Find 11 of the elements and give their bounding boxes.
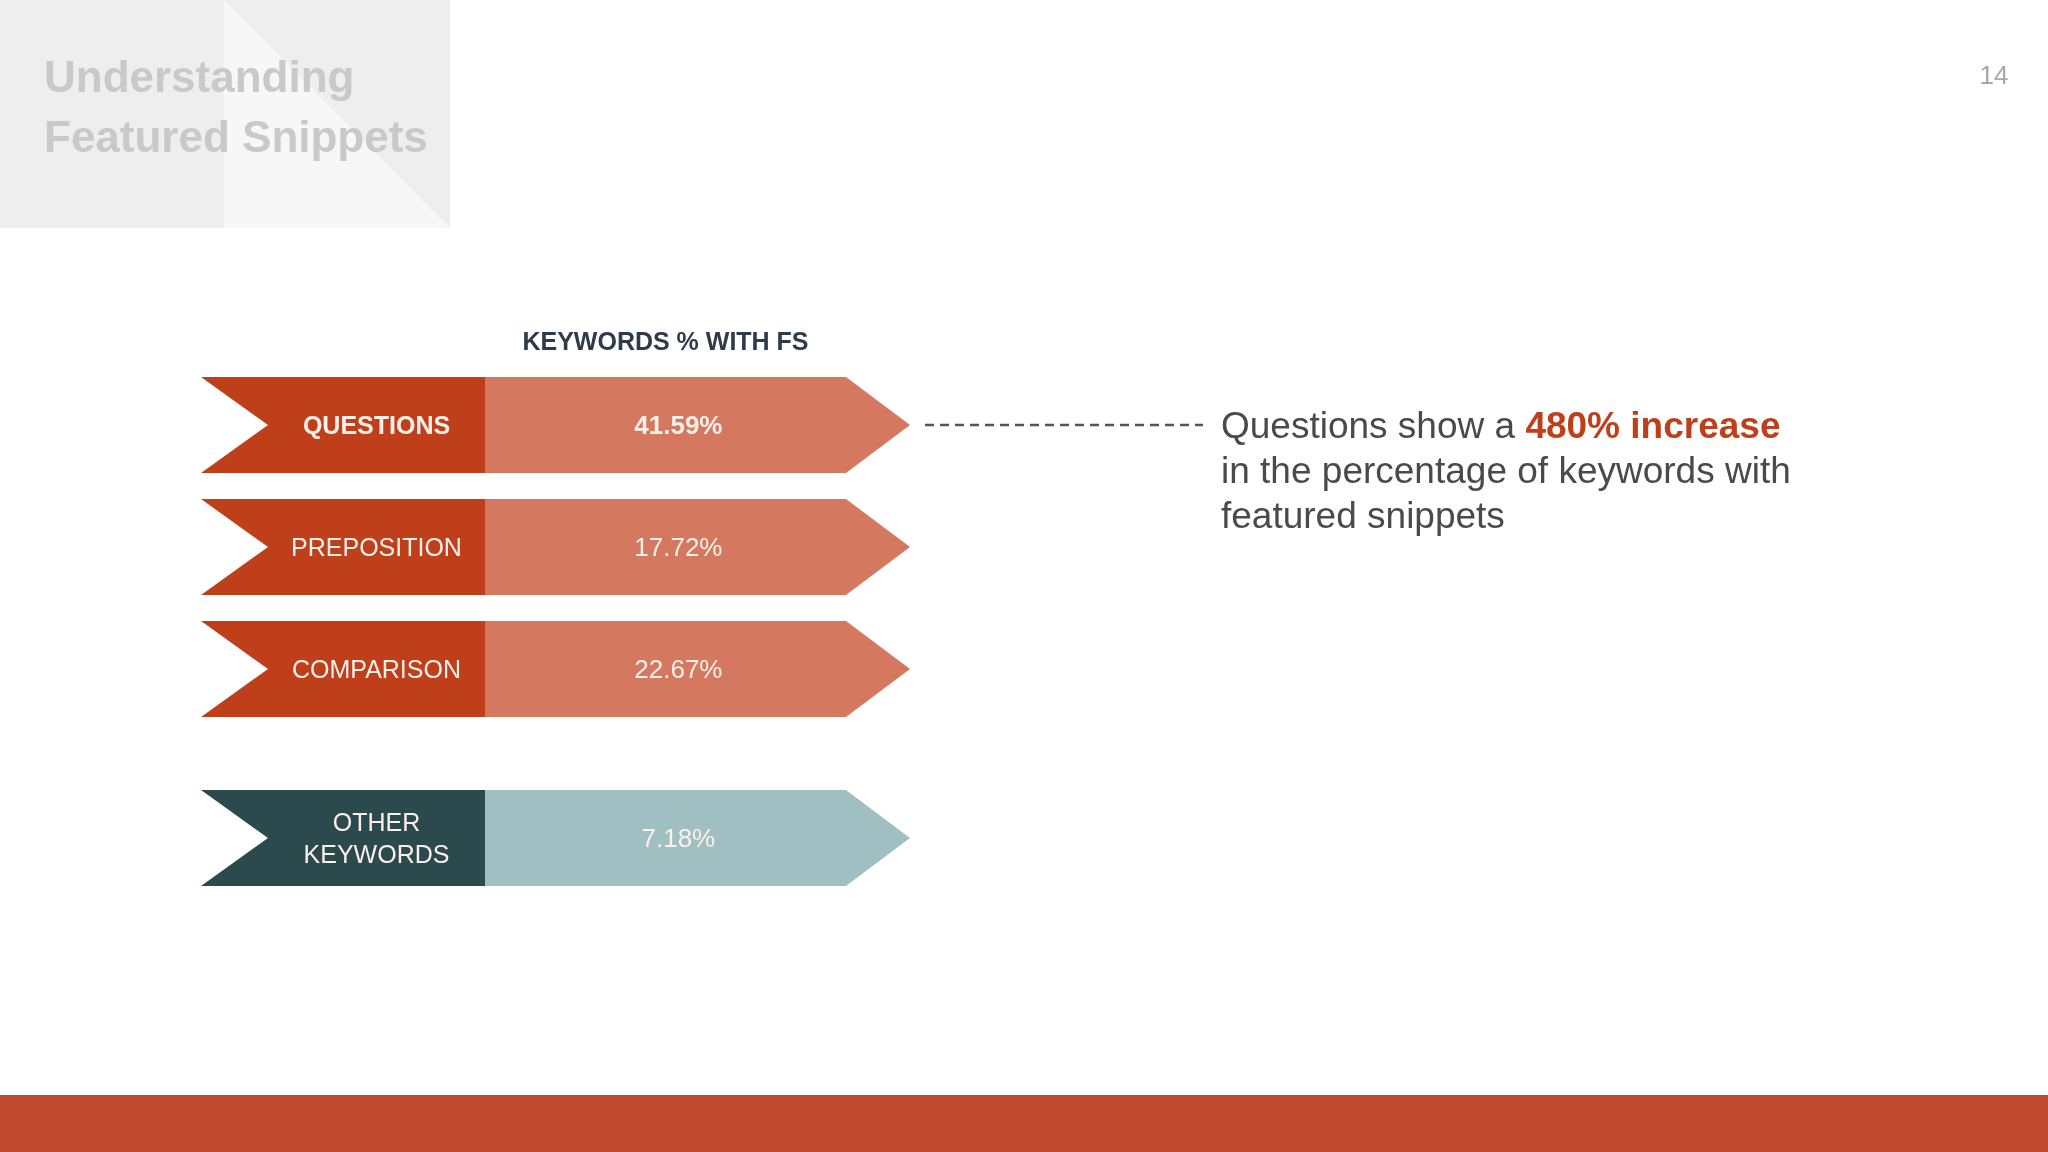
text: KEYWORDS % WITH FS <box>522 327 809 355</box>
text: Questions show a 480% increase in the percentage of keywords with featured snippets <box>1221 405 1791 536</box>
category-label: OTHER KEYWORDS <box>303 808 450 868</box>
category-label: PREPOSITION <box>291 533 462 561</box>
category-label: COMPARISON <box>292 655 461 683</box>
data-label: 22.67% <box>634 654 723 684</box>
text: 14 <box>1979 60 2009 90</box>
data-label: 7.18% <box>641 823 716 853</box>
data-label: 41.59% <box>634 410 723 440</box>
data-label: 17.72% <box>634 532 723 562</box>
category-label: QUESTIONS <box>302 411 451 439</box>
